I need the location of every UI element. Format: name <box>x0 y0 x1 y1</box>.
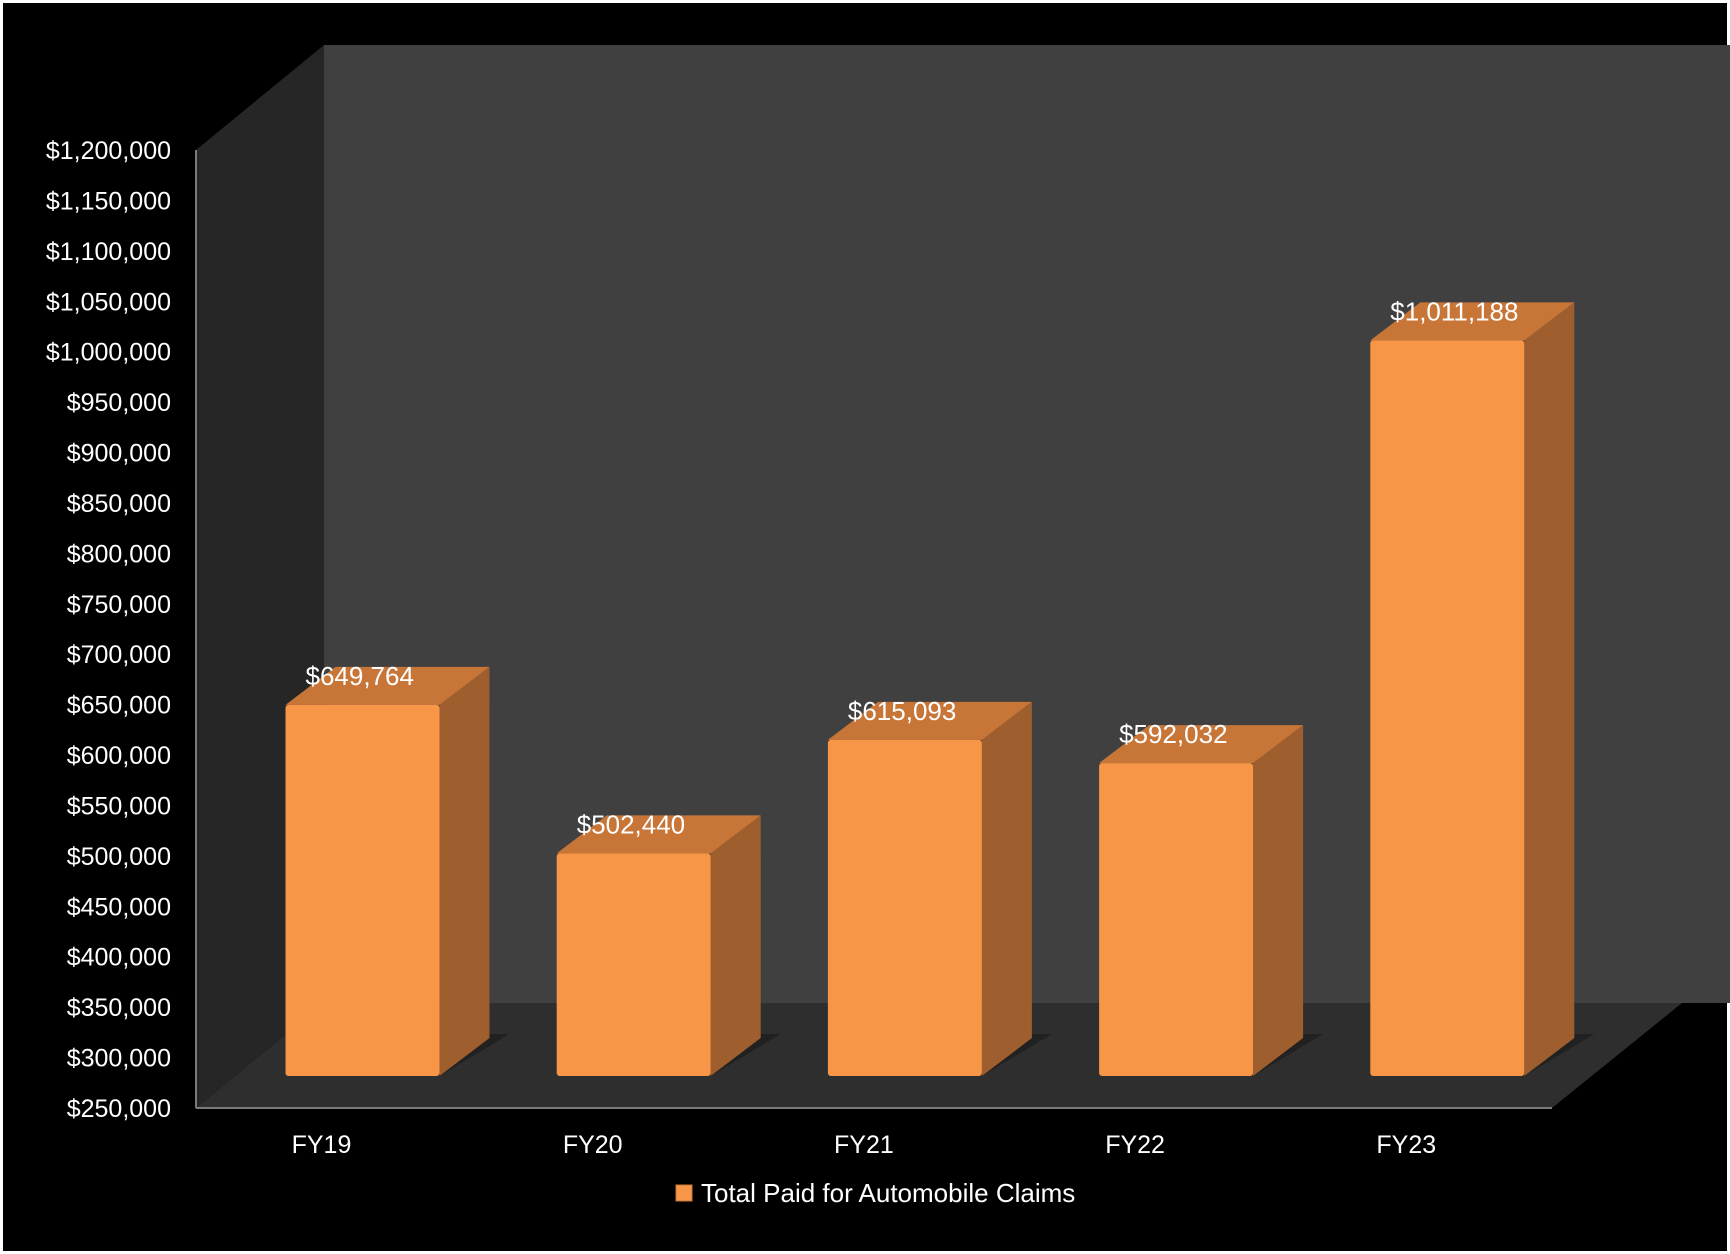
y-tick-label: $1,000,000 <box>46 339 171 367</box>
y-tick-label: $1,200,000 <box>46 137 171 165</box>
y-tick-label: $950,000 <box>67 389 171 417</box>
data-label: $1,011,188 <box>1390 296 1518 326</box>
y-tick-label: $300,000 <box>67 1045 171 1073</box>
x-tick-label: FY23 <box>1376 1131 1436 1159</box>
y-tick-label: $600,000 <box>67 742 171 770</box>
bar-side <box>1524 302 1575 1077</box>
y-tick-label: $250,000 <box>67 1095 171 1123</box>
x-tick-label: FY22 <box>1105 1131 1165 1159</box>
x-tick-label: FY21 <box>834 1131 894 1159</box>
bar-fy22 <box>1099 763 1254 1076</box>
data-label: $592,032 <box>1119 719 1227 749</box>
y-tick-label: $500,000 <box>67 843 171 871</box>
data-label: $615,093 <box>848 696 956 726</box>
y-tick-label: $1,050,000 <box>46 288 171 316</box>
y-tick-label: $400,000 <box>67 944 171 972</box>
bar-side <box>439 666 490 1076</box>
bar-top <box>556 815 761 854</box>
bar-top <box>1370 302 1575 341</box>
y-tick-label: $550,000 <box>67 792 171 820</box>
y-tick-label: $1,150,000 <box>46 187 171 215</box>
bar-top <box>827 701 1032 740</box>
bar-side <box>981 701 1032 1076</box>
data-label: $502,440 <box>577 809 685 839</box>
bar-side <box>1253 725 1304 1076</box>
x-tick-label: FY20 <box>563 1131 623 1159</box>
bar-top <box>285 666 490 705</box>
y-tick-label: $800,000 <box>67 540 171 568</box>
y-tick-label: $650,000 <box>67 692 171 720</box>
data-label: $649,764 <box>305 661 413 691</box>
y-tick-label: $350,000 <box>67 994 171 1022</box>
bar-fy23 <box>1370 340 1525 1077</box>
bar-fy20 <box>556 853 711 1076</box>
bar-fy19 <box>285 704 440 1076</box>
legend-label: Total Paid for Automobile Claims <box>701 1178 1075 1208</box>
y-tick-label: $700,000 <box>67 641 171 669</box>
x-tick-label: FY19 <box>292 1131 352 1159</box>
bar-side <box>710 815 761 1076</box>
y-tick-label: $1,100,000 <box>46 238 171 266</box>
y-tick-label: $850,000 <box>67 490 171 518</box>
bar-fy21 <box>827 739 982 1076</box>
bar-top <box>1099 725 1304 764</box>
y-tick-label: $450,000 <box>67 893 171 921</box>
y-tick-label: $900,000 <box>67 440 171 468</box>
y-tick-label: $750,000 <box>67 591 171 619</box>
legend-swatch <box>675 1184 693 1202</box>
